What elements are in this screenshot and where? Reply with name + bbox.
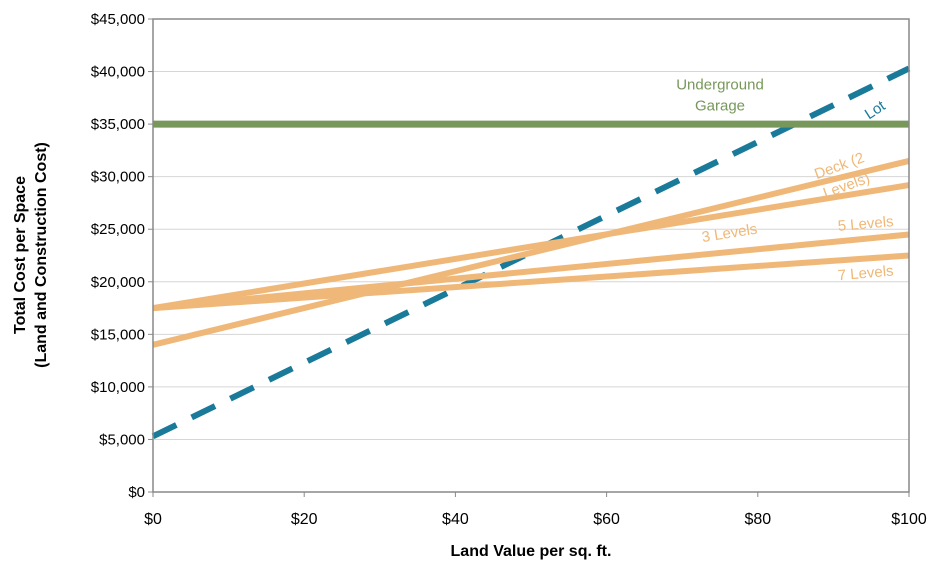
series-label: Underground Garage [676,76,764,114]
series-label: 3 Levels [701,221,759,247]
series-line-deck-2-levels [152,157,910,348]
plot-area-border [152,18,910,493]
series-label: Lot [862,97,889,123]
y-tick-label: $0 [128,484,145,501]
series-line-5-levels [152,231,910,312]
x-tick-label: $0 [144,511,162,528]
series-lines [151,65,911,439]
series-line-7-levels [152,252,910,312]
series-label-line: Garage [695,97,745,114]
y-tick-label: $5,000 [99,431,145,448]
series-label-line: Underground [676,76,764,93]
series-line-3-levels [152,182,910,312]
y-tick-label: $10,000 [91,379,145,396]
x-tick-label: $40 [442,511,469,528]
y-tick-label: $35,000 [91,116,145,133]
series-line-lot [151,65,911,439]
y-axis-label-line2: (Land and Construction Cost) [33,142,50,368]
x-tick-label: $80 [744,511,771,528]
y-tick-label: $20,000 [91,274,145,291]
y-axis-label-line1: Total Cost per Space [12,176,29,334]
x-tick-label: $100 [891,511,927,528]
y-tick-label: $25,000 [91,221,145,238]
series-label-line: 3 Levels [701,221,759,247]
x-axis-ticks: $0 $20 $40 $60 $80 $100 [144,492,927,528]
x-tick-label: $20 [291,511,318,528]
y-axis-ticks: $0 $5,000 $10,000 $15,000 $20,000 $25,000 $30,… [91,11,153,501]
series-label-line: 5 Levels [837,213,894,235]
series-label: 5 Levels [837,213,894,235]
series-label-line: Lot [862,97,889,123]
y-tick-label: $45,000 [91,11,145,28]
y-tick-label: $30,000 [91,169,145,186]
series-label-line: 7 Levels [837,263,894,285]
x-tick-label: $60 [593,511,620,528]
series-label: 7 Levels [837,263,894,285]
y-tick-label: $15,000 [91,326,145,343]
x-axis-label: Land Value per sq. ft. [451,543,612,560]
y-tick-label: $40,000 [91,64,145,81]
